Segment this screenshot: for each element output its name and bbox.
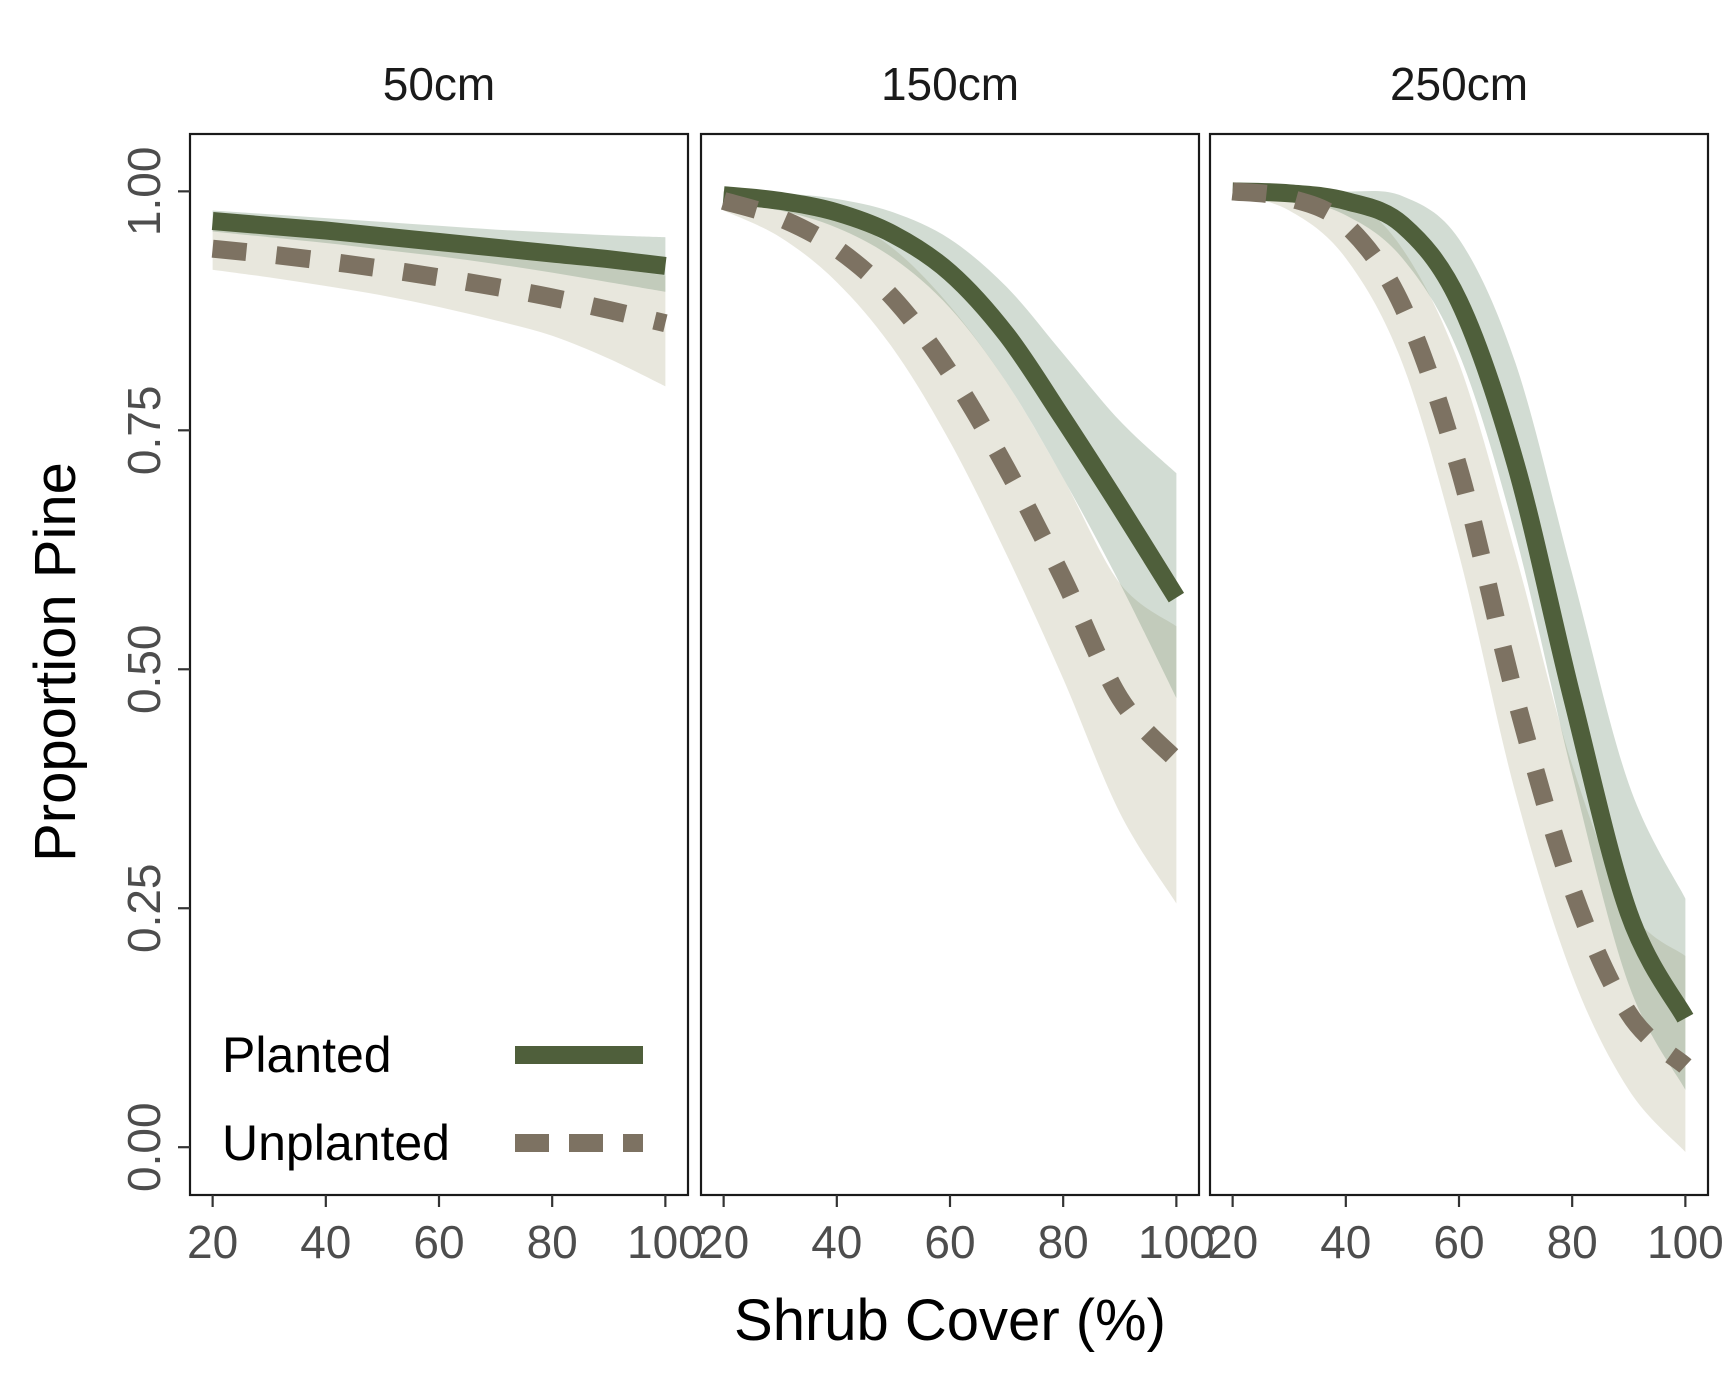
x-tick-label: 100 xyxy=(1647,1216,1724,1268)
plot-area xyxy=(211,210,668,387)
panels-layer: 50cm 20 40 60 80 100 0.00 0.25 0.50 0.75 1.00 150cm… xyxy=(118,58,1724,1268)
planted-line xyxy=(722,186,1185,603)
legend-label: Unplanted xyxy=(222,1115,450,1171)
panel-title: 250cm xyxy=(1390,58,1528,110)
planted-line xyxy=(211,212,667,275)
panel-title: 150cm xyxy=(881,58,1019,110)
unplanted-line xyxy=(211,239,668,333)
planted-confidence-band xyxy=(1232,191,1686,1090)
y-tick-label: 0.25 xyxy=(118,863,170,953)
x-axis-title: Shrub Cover (%) xyxy=(734,1288,1166,1353)
y-tick-label: 0.75 xyxy=(118,386,170,476)
plot-area xyxy=(1231,182,1694,1152)
plot-area xyxy=(720,186,1185,904)
panel-150cm: 150cm 20 40 60 80 100 xyxy=(698,58,1215,1268)
legend-label: Planted xyxy=(222,1027,392,1083)
x-tick-label: 80 xyxy=(1547,1216,1598,1268)
x-tick-label: 20 xyxy=(1207,1216,1258,1268)
legend: Planted Unplanted xyxy=(222,1027,643,1171)
planted-line xyxy=(1232,182,1694,1023)
y-tick-label: 0.50 xyxy=(118,625,170,715)
x-tick-label: 40 xyxy=(300,1216,351,1268)
unplanted-line xyxy=(1231,182,1692,1073)
x-tick-label: 40 xyxy=(1320,1216,1371,1268)
x-tick-label: 60 xyxy=(924,1216,975,1268)
x-tick-label: 80 xyxy=(527,1216,578,1268)
unplanted-confidence-band xyxy=(723,191,1177,904)
x-tick-label: 40 xyxy=(811,1216,862,1268)
panel-50cm: 50cm 20 40 60 80 100 0.00 0.25 0.50 0.75 1.00 xyxy=(118,58,704,1268)
unplanted-confidence-band xyxy=(212,227,666,387)
panel-title: 50cm xyxy=(383,58,495,110)
x-tick-label: 60 xyxy=(1433,1216,1484,1268)
panel-250cm: 250cm 20 40 60 80 100 xyxy=(1207,58,1724,1268)
x-tick-label: 20 xyxy=(187,1216,238,1268)
unplanted-line xyxy=(720,192,1184,767)
x-tick-label: 80 xyxy=(1038,1216,1089,1268)
x-tick-label: 60 xyxy=(413,1216,464,1268)
y-tick-label: 1.00 xyxy=(118,147,170,237)
y-axis-title: Proportion Pine xyxy=(23,462,88,862)
legend-item-unplanted: Unplanted xyxy=(222,1115,643,1171)
y-tick-label: 0.00 xyxy=(118,1102,170,1192)
x-tick-label: 100 xyxy=(627,1216,704,1268)
x-tick-label: 100 xyxy=(1138,1216,1215,1268)
x-tick-label: 20 xyxy=(698,1216,749,1268)
legend-item-planted: Planted xyxy=(222,1027,643,1083)
